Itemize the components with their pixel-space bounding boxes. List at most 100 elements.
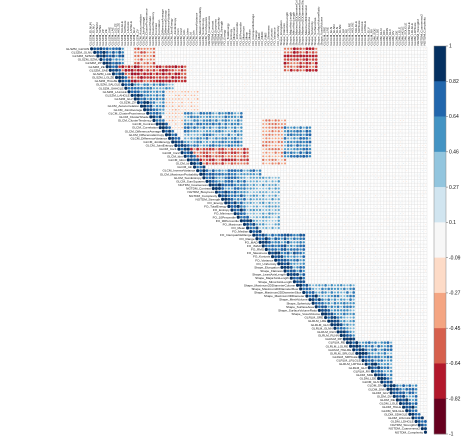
corr-cell xyxy=(294,198,295,200)
corr-cell xyxy=(356,256,358,258)
corr-cell xyxy=(375,109,376,110)
corr-cell xyxy=(271,205,274,208)
corr-cell xyxy=(318,105,320,107)
corr-cell xyxy=(277,176,280,179)
corr-cell xyxy=(387,55,389,57)
corr-cell xyxy=(252,233,256,237)
corr-cell xyxy=(381,227,383,229)
corr-cell xyxy=(387,173,389,175)
corr-cell xyxy=(340,162,342,164)
corr-cell xyxy=(356,184,358,186)
corr-cell xyxy=(424,248,426,250)
corr-cell xyxy=(359,130,361,132)
corr-cell xyxy=(115,61,118,65)
corr-cell xyxy=(412,224,414,225)
corr-cell xyxy=(203,55,205,57)
corr-cell xyxy=(415,116,417,118)
corr-cell xyxy=(375,202,376,204)
corr-cell xyxy=(249,201,252,205)
corr-cell xyxy=(209,59,211,61)
corr-cell xyxy=(178,126,180,129)
corr-cell xyxy=(390,112,392,114)
corr-cell xyxy=(424,259,426,261)
corr-cell xyxy=(302,69,305,72)
corr-cell xyxy=(218,62,221,64)
corr-cell xyxy=(312,77,314,78)
corr-cell xyxy=(259,95,261,96)
corr-cell xyxy=(378,98,380,100)
corr-cell xyxy=(262,98,264,100)
corr-cell xyxy=(212,151,215,154)
corr-cell xyxy=(314,68,318,72)
corr-cell xyxy=(280,158,283,161)
corr-cell xyxy=(346,55,348,57)
corr-cell xyxy=(311,54,315,58)
corr-cell xyxy=(256,119,258,121)
corr-cell xyxy=(289,248,293,251)
corr-cell xyxy=(256,69,258,71)
corr-cell xyxy=(181,130,183,132)
corr-cell xyxy=(171,65,175,69)
corr-cell xyxy=(262,126,265,129)
corr-cell xyxy=(409,112,411,114)
corr-cell xyxy=(218,111,221,115)
corr-cell xyxy=(230,208,234,212)
corr-cell xyxy=(403,245,405,247)
corr-cell xyxy=(296,237,299,240)
corr-cell xyxy=(249,169,253,172)
corr-cell xyxy=(415,263,417,265)
corr-cell xyxy=(209,84,211,86)
corr-cell xyxy=(234,77,236,78)
corr-cell xyxy=(412,59,414,60)
corr-cell xyxy=(171,101,174,104)
corr-cell xyxy=(255,216,259,219)
corr-cell xyxy=(321,98,323,100)
corr-cell xyxy=(250,55,252,57)
corr-cell xyxy=(231,48,233,50)
corr-cell xyxy=(214,187,218,191)
corr-cell xyxy=(415,173,417,175)
corr-cell xyxy=(299,259,302,262)
corr-cell xyxy=(181,126,183,129)
corr-cell xyxy=(318,152,320,154)
corr-cell xyxy=(334,152,336,154)
corr-cell xyxy=(300,213,302,215)
corr-cell xyxy=(202,133,206,137)
corr-cell xyxy=(181,55,183,57)
corr-cell xyxy=(397,87,398,89)
corr-cell xyxy=(240,187,243,190)
corr-cell xyxy=(340,166,342,168)
corr-cell xyxy=(265,140,268,144)
corr-cell xyxy=(415,119,417,121)
corr-cell xyxy=(243,205,246,208)
corr-cell xyxy=(350,66,351,67)
corr-cell xyxy=(281,223,283,225)
corr-cell xyxy=(152,83,156,86)
corr-cell xyxy=(390,102,392,103)
corr-cell xyxy=(237,151,240,154)
corr-cell xyxy=(274,237,278,241)
corr-cell xyxy=(387,248,389,250)
corr-cell xyxy=(230,187,234,190)
corr-cell xyxy=(387,191,389,193)
corr-cell xyxy=(425,209,426,211)
corr-cell xyxy=(384,209,386,211)
corr-cell xyxy=(302,154,306,158)
corr-cell xyxy=(378,241,380,243)
corr-cell xyxy=(315,241,317,243)
corr-cell xyxy=(293,154,296,158)
corr-cell xyxy=(328,59,330,60)
corr-cell xyxy=(174,79,178,83)
corr-cell xyxy=(384,145,386,146)
corr-cell xyxy=(334,223,336,225)
corr-cell xyxy=(390,205,392,207)
corr-cell xyxy=(337,231,339,232)
corr-cell xyxy=(112,65,115,69)
corr-cell xyxy=(143,83,146,86)
corr-cell xyxy=(224,190,228,194)
corr-cell xyxy=(177,147,181,151)
corr-cell xyxy=(190,112,193,115)
corr-cell xyxy=(259,102,261,103)
corr-cell xyxy=(403,73,405,75)
corr-cell xyxy=(275,55,277,57)
